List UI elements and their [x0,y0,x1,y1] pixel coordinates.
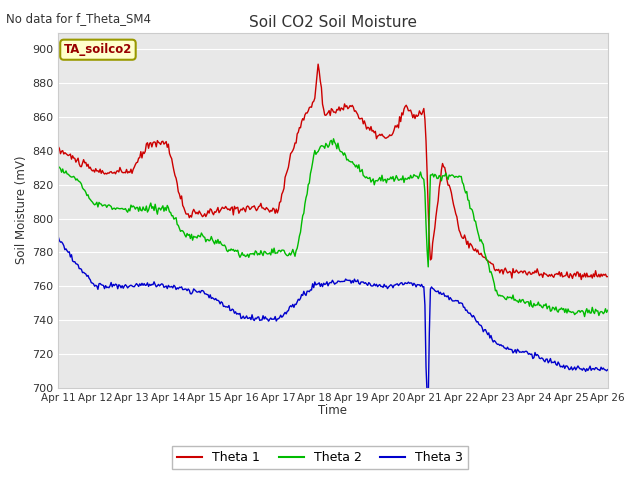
Legend: Theta 1, Theta 2, Theta 3: Theta 1, Theta 2, Theta 3 [172,446,468,469]
X-axis label: Time: Time [319,404,348,417]
Y-axis label: Soil Moisture (mV): Soil Moisture (mV) [15,156,28,264]
Text: TA_soilco2: TA_soilco2 [64,43,132,56]
Text: No data for f_Theta_SM4: No data for f_Theta_SM4 [6,12,152,25]
Title: Soil CO2 Soil Moisture: Soil CO2 Soil Moisture [249,15,417,30]
